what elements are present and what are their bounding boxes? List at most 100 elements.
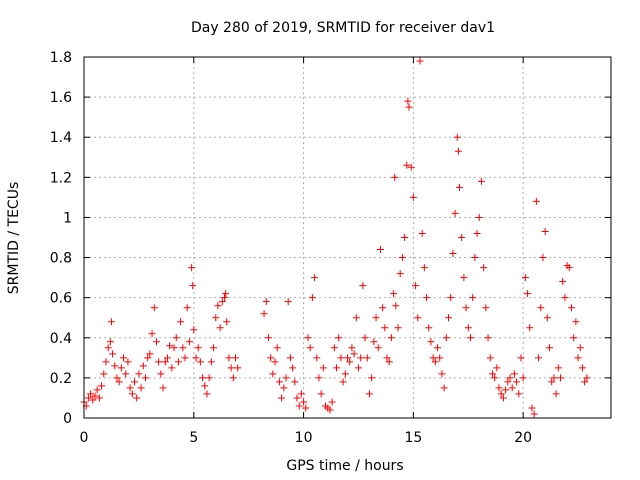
data-point bbox=[133, 394, 141, 402]
data-point bbox=[308, 294, 316, 302]
data-point bbox=[416, 57, 424, 65]
data-point bbox=[170, 344, 178, 352]
data-point bbox=[89, 396, 97, 404]
data-point bbox=[576, 344, 584, 352]
data-point bbox=[407, 163, 415, 171]
data-point bbox=[404, 97, 412, 105]
data-point bbox=[510, 370, 518, 378]
data-point bbox=[115, 378, 123, 386]
data-point bbox=[385, 358, 393, 366]
data-point bbox=[556, 374, 564, 382]
data-point bbox=[269, 370, 277, 378]
data-point bbox=[434, 344, 442, 352]
data-point bbox=[383, 354, 391, 362]
data-point bbox=[222, 290, 230, 298]
data-point bbox=[392, 302, 400, 310]
data-point bbox=[139, 362, 147, 370]
y-tick-label: 0.4 bbox=[50, 331, 72, 347]
y-tick-label: 0.6 bbox=[50, 291, 72, 307]
data-point bbox=[196, 358, 204, 366]
data-point bbox=[440, 384, 448, 392]
data-point bbox=[148, 330, 156, 338]
data-point bbox=[93, 386, 101, 394]
data-point bbox=[297, 390, 305, 398]
data-point bbox=[405, 103, 413, 111]
data-point bbox=[203, 390, 211, 398]
data-point bbox=[458, 234, 466, 241]
data-point bbox=[357, 354, 365, 362]
data-point bbox=[348, 344, 356, 352]
data-point bbox=[447, 294, 455, 302]
data-point bbox=[488, 370, 496, 378]
data-point bbox=[106, 338, 114, 346]
data-point bbox=[502, 386, 510, 394]
data-point bbox=[289, 364, 297, 372]
data-point bbox=[379, 304, 387, 312]
data-point bbox=[381, 324, 389, 332]
data-point bbox=[583, 374, 591, 382]
data-point bbox=[335, 334, 343, 342]
data-point bbox=[146, 350, 154, 358]
data-point bbox=[293, 394, 301, 402]
x-tick-label: 5 bbox=[189, 430, 198, 446]
data-point bbox=[326, 406, 334, 414]
data-point bbox=[508, 384, 516, 392]
y-tick-label: 1.6 bbox=[50, 90, 72, 106]
data-point bbox=[91, 392, 99, 400]
data-point bbox=[212, 314, 220, 322]
data-point bbox=[221, 294, 229, 302]
data-point bbox=[199, 374, 207, 382]
data-point bbox=[574, 354, 582, 362]
data-point bbox=[172, 334, 180, 342]
data-point bbox=[210, 344, 218, 352]
data-point bbox=[526, 324, 534, 332]
data-point bbox=[504, 378, 512, 386]
data-point bbox=[567, 304, 575, 312]
data-point bbox=[306, 344, 314, 352]
data-point bbox=[390, 290, 398, 298]
y-tick-label: 0 bbox=[63, 411, 72, 427]
data-point bbox=[163, 354, 171, 362]
data-point bbox=[131, 378, 139, 386]
data-point bbox=[87, 390, 95, 398]
data-point bbox=[506, 374, 514, 382]
data-point bbox=[313, 354, 321, 362]
data-point bbox=[539, 254, 547, 262]
y-tick-label: 0.8 bbox=[50, 251, 72, 267]
data-point bbox=[530, 410, 538, 418]
data-point bbox=[532, 197, 540, 205]
data-point bbox=[363, 354, 371, 362]
data-point bbox=[578, 364, 586, 372]
data-point bbox=[291, 378, 299, 386]
data-point bbox=[484, 334, 492, 342]
data-point bbox=[521, 274, 529, 282]
data-point bbox=[370, 338, 378, 346]
x-tick-label: 10 bbox=[295, 430, 313, 446]
chart-title: Day 280 of 2019, SRMTID for receiver dav… bbox=[191, 20, 495, 36]
data-point bbox=[166, 342, 174, 350]
data-point bbox=[423, 294, 431, 302]
data-point bbox=[517, 354, 525, 362]
data-point bbox=[398, 254, 406, 262]
data-point bbox=[548, 378, 556, 386]
data-point bbox=[554, 364, 562, 372]
x-tick-label: 0 bbox=[80, 430, 89, 446]
data-point bbox=[572, 318, 580, 326]
data-point bbox=[352, 314, 360, 322]
data-point bbox=[300, 398, 308, 406]
data-point bbox=[284, 298, 292, 306]
data-point bbox=[420, 264, 428, 272]
data-point bbox=[454, 147, 462, 155]
data-point bbox=[541, 227, 549, 235]
data-point bbox=[480, 264, 488, 272]
data-point bbox=[391, 173, 399, 181]
data-point bbox=[295, 402, 303, 410]
data-point bbox=[451, 209, 459, 217]
data-point bbox=[150, 304, 158, 312]
data-point bbox=[194, 344, 202, 352]
data-point bbox=[425, 324, 433, 332]
data-point bbox=[403, 161, 411, 169]
data-point bbox=[528, 404, 536, 412]
data-point bbox=[486, 354, 494, 362]
data-point bbox=[431, 358, 439, 366]
